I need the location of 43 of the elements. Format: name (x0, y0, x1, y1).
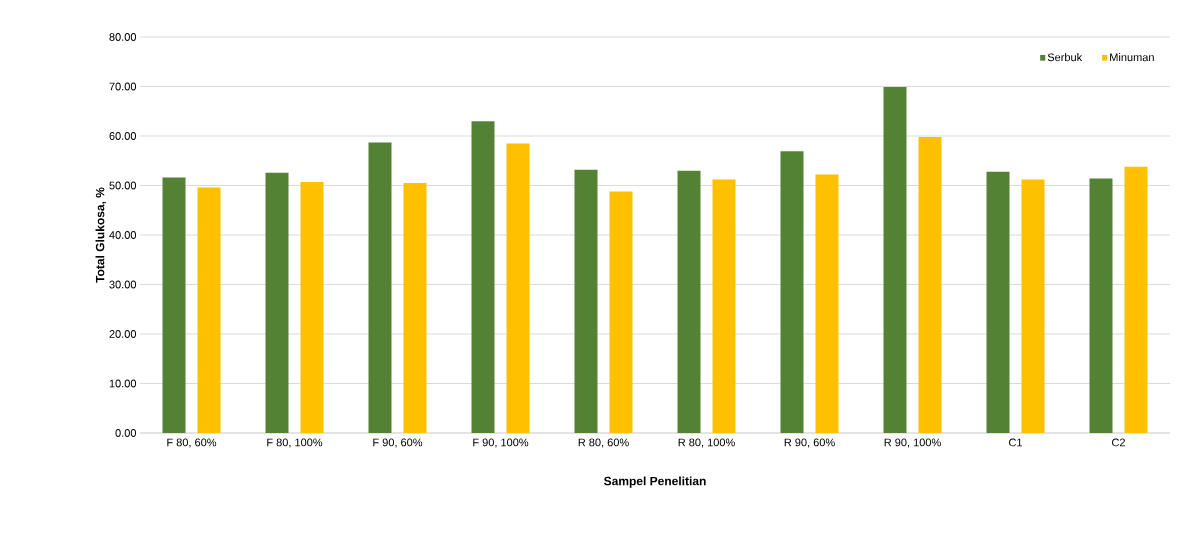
bar (300, 182, 324, 433)
x-tick-label: F 90, 60% (373, 438, 423, 448)
y-tick-label: 10.00 (109, 379, 137, 388)
x-tick-label: C1 (1009, 438, 1022, 447)
bar (368, 142, 392, 433)
bar (677, 170, 701, 433)
y-tick-label: 70.00 (109, 82, 137, 91)
legend-label: Serbuk (1047, 53, 1083, 62)
bar (780, 151, 804, 433)
x-tick-label: F 80, 60% (167, 438, 217, 448)
x-axis-title: Sampel Penelitian (604, 476, 706, 488)
y-tick-label: 60.00 (109, 132, 137, 140)
x-tick-label: R 90, 60% (784, 438, 835, 448)
x-tick-label: F 90, 100% (473, 438, 529, 448)
bar (918, 136, 942, 433)
bar (506, 143, 530, 433)
y-tick-label: 80.00 (109, 33, 137, 41)
bar (986, 171, 1010, 433)
y-axis-title: Total Glukosa, % (95, 187, 107, 283)
x-tick-label: R 80, 60% (578, 438, 629, 448)
bar (883, 86, 907, 433)
x-tick-label: F 80, 100% (267, 438, 323, 448)
y-tick-label: 30.00 (109, 280, 137, 289)
bar (471, 121, 495, 433)
x-tick-label: R 80, 100% (678, 438, 735, 448)
bar (1124, 166, 1148, 433)
x-tick-label: R 90, 100% (884, 438, 941, 448)
x-tick-label: C2 (1112, 438, 1125, 447)
bar (1021, 179, 1045, 433)
y-tick-label: 0.00 (115, 429, 137, 437)
bar (1089, 178, 1113, 433)
bar (712, 179, 736, 433)
bar (815, 174, 839, 433)
y-tick-label: 50.00 (109, 181, 137, 190)
legend-label: Minuman (1110, 53, 1154, 62)
bar (609, 191, 633, 433)
bar (403, 183, 427, 433)
bar (265, 172, 289, 433)
bar (197, 187, 221, 433)
bar (574, 169, 598, 433)
y-tick-label: 40.00 (109, 231, 137, 239)
bar (162, 177, 186, 433)
y-tick-label: 20.00 (109, 330, 137, 338)
